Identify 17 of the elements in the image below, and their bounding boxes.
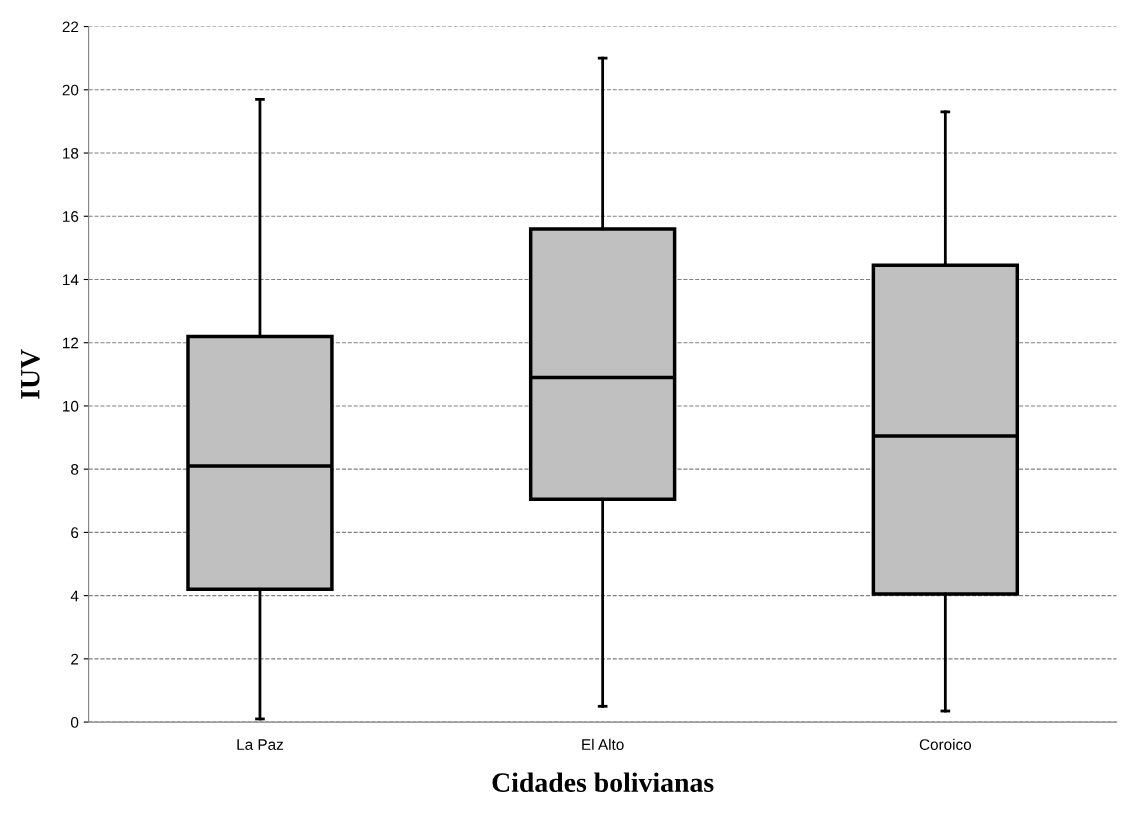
y-tick-label: 10 [63,400,79,412]
x-tick-label: Coroico [919,738,972,750]
y-tick-label: 18 [63,147,79,159]
y-tick-label: 16 [63,211,79,222]
y-tick-label: 20 [62,84,79,96]
y-axis-title: IUV [21,349,40,399]
x-tick-label: El Alto [582,738,624,750]
x-axis-title: Cidades bolivianas [492,772,714,792]
y-tick-label: 2 [71,653,79,665]
y-tick-label: 4 [70,590,79,602]
y-tick-label: 8 [71,464,79,475]
y-tick-label: 6 [71,527,79,539]
x-tick-label: La Paz [237,739,283,750]
y-tick-label: 22 [62,21,79,33]
y-tick-label: 14 [63,274,79,286]
y-tick-label: 12 [63,337,79,349]
y-tick-label: 0 [70,716,79,728]
